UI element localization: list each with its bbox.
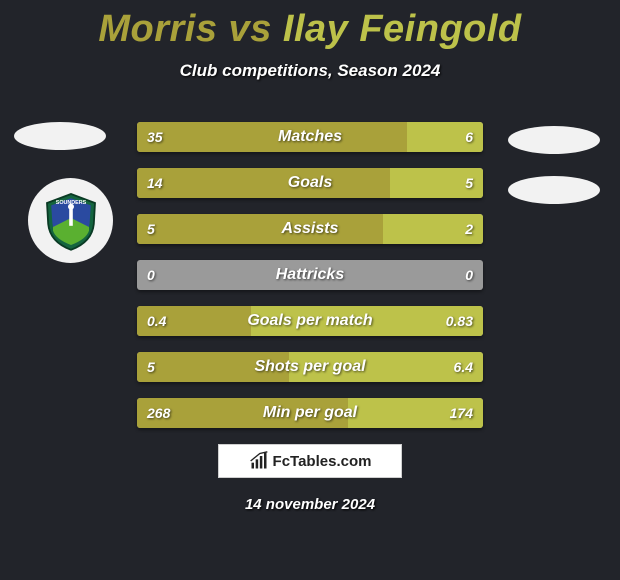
- title-vs: vs: [218, 8, 283, 50]
- stat-label: Goals: [137, 174, 483, 192]
- chart-icon: [249, 451, 269, 471]
- title-player-left: Morris: [98, 8, 217, 50]
- logo-text: FcTables.com: [273, 453, 372, 470]
- stat-label: Min per goal: [137, 404, 483, 422]
- player-photo-placeholder-right-2: [508, 176, 600, 204]
- infographic-date: 14 november 2024: [0, 496, 620, 513]
- stat-label: Assists: [137, 220, 483, 238]
- stat-label: Matches: [137, 128, 483, 146]
- svg-text:SOUNDERS: SOUNDERS: [55, 200, 86, 206]
- title-player-right: Ilay Feingold: [283, 8, 522, 50]
- player-photo-placeholder-left: [14, 122, 106, 150]
- stat-row: 56.4Shots per goal: [137, 352, 483, 382]
- sounders-crest-icon: SOUNDERS: [41, 191, 101, 251]
- club-badge-left: SOUNDERS: [28, 178, 113, 263]
- stat-bars-container: 356Matches 145Goals 52Assists 00Hattricks 0.…: [137, 122, 483, 444]
- fctables-logo[interactable]: FcTables.com: [218, 444, 402, 478]
- subtitle: Club competitions, Season 2024: [0, 61, 620, 81]
- stat-row: 00Hattricks: [137, 260, 483, 290]
- stat-row: 52Assists: [137, 214, 483, 244]
- player-photo-placeholder-right-1: [508, 126, 600, 154]
- stat-label: Goals per match: [137, 312, 483, 330]
- page-title: Morris vs Ilay Feingold: [0, 0, 620, 51]
- stat-row: 0.40.83Goals per match: [137, 306, 483, 336]
- stat-row: 145Goals: [137, 168, 483, 198]
- stat-label: Hattricks: [137, 266, 483, 284]
- stat-row: 356Matches: [137, 122, 483, 152]
- stat-label: Shots per goal: [137, 358, 483, 376]
- stat-row: 268174Min per goal: [137, 398, 483, 428]
